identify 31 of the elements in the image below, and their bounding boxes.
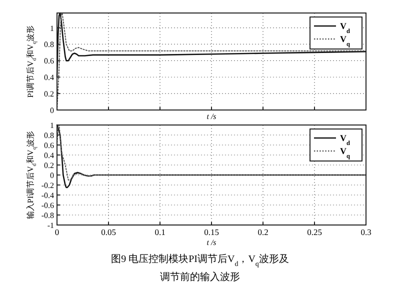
legend-label: V$_{d}$ xyxy=(340,133,350,146)
text: 调节前的输入波形 xyxy=(160,271,240,283)
x-axis-title: t /s xyxy=(206,238,216,247)
caption: 图9 电压控制模块PI调节后V$_{d}$，V$_{q}$波形及 xyxy=(111,253,289,268)
y-tick-label: 0 xyxy=(50,106,54,115)
y-tick-label: 0.4 xyxy=(44,151,54,160)
legend-label: V$_{q}$ xyxy=(340,34,350,48)
y-tick-label: 0.2 xyxy=(44,161,54,170)
x-axis-title: t /s xyxy=(206,112,216,121)
y-tick-label: 0.8 xyxy=(44,131,54,140)
y-tick-label: -0.6 xyxy=(41,201,54,210)
x-tick-label: 0.15 xyxy=(204,227,219,237)
y-tick-label: 1 xyxy=(50,121,54,130)
y-tick-label: 0.4 xyxy=(44,73,54,82)
y-tick-label: -1 xyxy=(47,221,54,230)
x-tick-label: 0.25 xyxy=(307,227,322,237)
x-tick-label: 0.2 xyxy=(258,227,268,237)
x-tick-label: 0.3 xyxy=(360,227,372,237)
y-tick-label: 0.8 xyxy=(44,40,54,50)
y-tick-label: 0 xyxy=(50,171,54,180)
x-tick-label: 0.1 xyxy=(154,227,166,237)
y-tick-label: -0.8 xyxy=(41,211,54,220)
y-tick-label: 0.2 xyxy=(44,90,54,99)
y-tick-label: 0.6 xyxy=(44,56,54,66)
x-tick-label: 0.05 xyxy=(101,227,116,237)
y-tick-label: -0.4 xyxy=(41,191,54,200)
y-tick-label: 1 xyxy=(50,24,54,33)
y-tick-label: -0.2 xyxy=(41,181,54,190)
legend-label: V$_{q}$ xyxy=(340,146,350,160)
legend-label: V$_{d}$ xyxy=(340,21,350,34)
y-tick-label: 0.6 xyxy=(44,141,54,150)
